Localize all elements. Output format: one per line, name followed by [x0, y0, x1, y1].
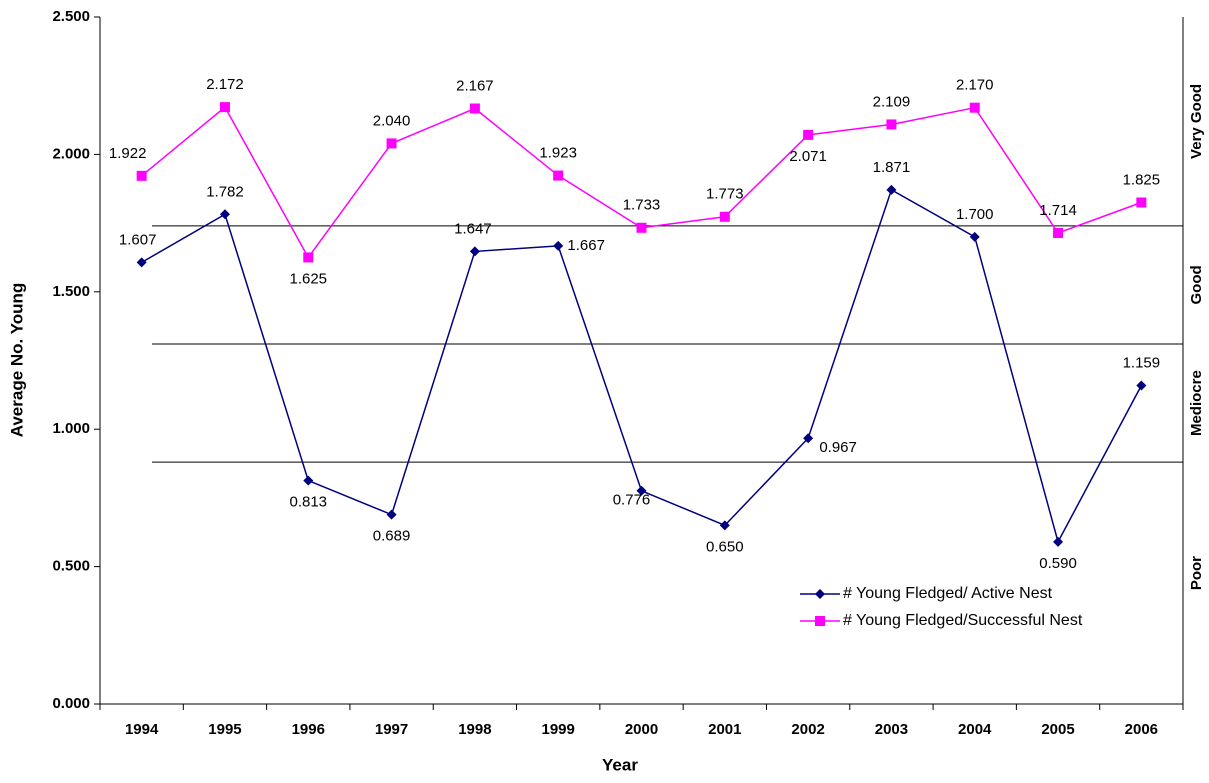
y-axis-title: Average No. Young [7, 283, 26, 438]
x-tick-label: 2004 [958, 721, 992, 738]
series-line [141, 105, 1142, 259]
x-tick-label: 1996 [292, 721, 325, 738]
band-label: Poor [1188, 556, 1205, 590]
marker [969, 102, 980, 113]
marker [136, 170, 147, 181]
marker [219, 209, 230, 220]
data-label: 1.871 [873, 159, 911, 176]
data-label: 0.967 [819, 439, 857, 456]
data-label: 1.700 [956, 206, 994, 223]
x-tick-label: 1998 [458, 721, 491, 738]
data-label: 2.172 [206, 76, 244, 93]
x-tick-label: 1995 [208, 721, 241, 738]
marker [1053, 536, 1064, 547]
data-label: 0.650 [706, 538, 744, 555]
data-label: 1.922 [109, 145, 147, 162]
marker [636, 222, 647, 233]
data-label: 0.813 [289, 494, 327, 511]
marker [719, 520, 730, 531]
data-label: 2.071 [789, 148, 827, 165]
data-label: 1.159 [1123, 354, 1161, 371]
data-label: 1.923 [539, 145, 577, 162]
marker [1136, 197, 1147, 208]
marker [815, 589, 825, 599]
marker [636, 485, 647, 496]
data-label: 1.607 [119, 231, 157, 248]
marker [1136, 380, 1147, 391]
data-label: 2.109 [873, 93, 911, 110]
data-label: 1.773 [706, 186, 744, 203]
marker [469, 103, 480, 114]
x-axis-title: Year [602, 755, 638, 774]
data-label: 2.170 [956, 77, 994, 94]
marker [469, 246, 480, 257]
data-label: 0.590 [1039, 555, 1077, 572]
marker [803, 433, 814, 444]
y-tick-label: 2.500 [52, 8, 90, 25]
marker [886, 119, 897, 130]
x-tick-label: 2006 [1125, 721, 1158, 738]
x-tick-label: 2005 [1041, 721, 1074, 738]
x-tick-label: 2000 [625, 721, 658, 738]
data-label: 0.776 [613, 492, 651, 509]
data-label: 1.825 [1123, 171, 1161, 188]
marker [815, 616, 825, 626]
data-label: 1.667 [567, 237, 605, 254]
marker [719, 211, 730, 222]
data-label: 1.782 [206, 183, 244, 200]
y-tick-label: 2.000 [52, 145, 90, 162]
marker [969, 231, 980, 242]
y-tick-label: 1.500 [52, 283, 90, 300]
data-label: 1.733 [623, 197, 661, 214]
band-label: Mediocre [1188, 370, 1205, 436]
y-tick-label: 1.000 [52, 420, 90, 437]
band-label: Very Good [1188, 84, 1205, 159]
legend-label: # Young Fledged/ Active Nest [843, 585, 1053, 602]
data-label: 1.714 [1039, 202, 1077, 219]
x-tick-label: 1999 [542, 721, 575, 738]
y-tick-label: 0.000 [52, 695, 90, 712]
marker [886, 184, 897, 195]
marker [136, 257, 147, 268]
x-tick-label: 2002 [791, 721, 824, 738]
marker [303, 252, 314, 263]
marker [219, 102, 230, 113]
legend-label: # Young Fledged/Successful Nest [843, 612, 1083, 629]
data-label: 2.167 [456, 77, 494, 94]
marker [386, 138, 397, 149]
marker [553, 240, 564, 251]
data-label: 0.689 [373, 528, 411, 545]
x-tick-label: 1997 [375, 721, 408, 738]
x-tick-label: 1994 [125, 721, 159, 738]
y-tick-label: 0.500 [52, 558, 90, 575]
x-tick-label: 2003 [875, 721, 908, 738]
data-label: 1.625 [289, 270, 327, 287]
data-label: 1.647 [454, 220, 492, 237]
legend-box [795, 580, 1180, 633]
x-tick-label: 2001 [708, 721, 741, 738]
marker [553, 170, 564, 181]
data-label: 2.040 [373, 112, 411, 129]
marker [386, 509, 397, 520]
marker [303, 475, 314, 486]
marker [803, 129, 814, 140]
marker [1053, 227, 1064, 238]
band-label: Good [1188, 265, 1205, 304]
